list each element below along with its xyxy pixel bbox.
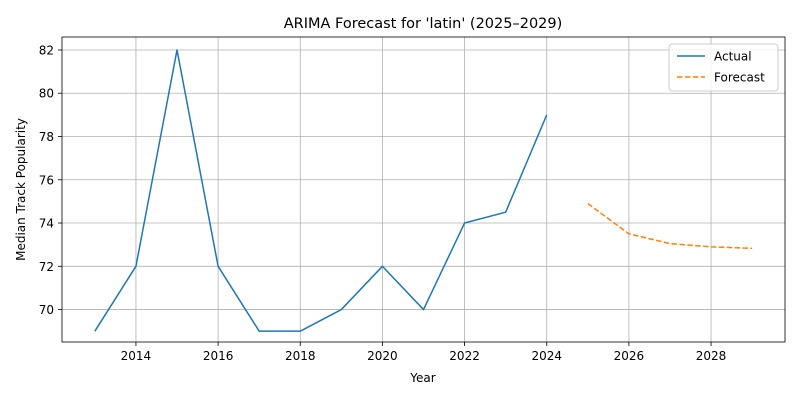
legend-label-forecast: Forecast xyxy=(714,71,765,85)
x-tick-label-2024: 2024 xyxy=(531,349,562,363)
x-tick-label-2020: 2020 xyxy=(367,349,398,363)
y-tick-label-72: 72 xyxy=(39,260,54,274)
series-lines xyxy=(94,49,753,332)
chart-title: ARIMA Forecast for 'latin' (2025–2029) xyxy=(284,16,563,32)
plot-area-frame xyxy=(61,36,786,343)
series-line-actual xyxy=(94,49,548,332)
y-tick-label-78: 78 xyxy=(39,130,54,144)
grid-lines xyxy=(62,37,785,342)
y-tick-label-74: 74 xyxy=(39,217,54,231)
y-tick-label-82: 82 xyxy=(39,43,54,57)
x-tick-label-2022: 2022 xyxy=(449,349,480,363)
y-axis-title: Median Track Popularity xyxy=(14,118,28,261)
x-tick-label-2016: 2016 xyxy=(203,349,234,363)
x-tick-label-2026: 2026 xyxy=(614,349,645,363)
x-tick-label-2028: 2028 xyxy=(696,349,727,363)
x-tick-label-2014: 2014 xyxy=(121,349,152,363)
y-tick-label-76: 76 xyxy=(39,173,54,187)
x-tick-label-2018: 2018 xyxy=(285,349,316,363)
y-tick-label-80: 80 xyxy=(39,87,54,101)
legend: Actual Forecast xyxy=(668,43,779,92)
axis-ticks: 2014 2016 2018 2020 2022 2024 2026 2028 70 72 74 76… xyxy=(39,43,727,363)
y-tick-label-70: 70 xyxy=(39,303,54,317)
legend-label-actual: Actual xyxy=(714,50,752,64)
series-line-forecast xyxy=(587,202,753,250)
x-axis-title: Year xyxy=(409,371,435,385)
